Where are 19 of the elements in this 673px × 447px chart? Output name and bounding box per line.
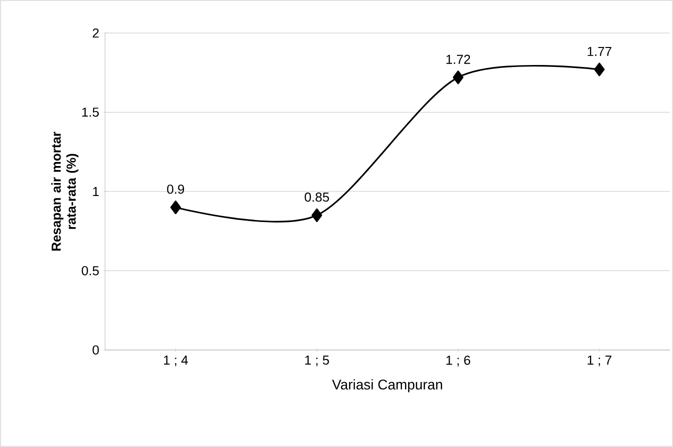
x-tick-label: 1 ; 5 bbox=[305, 356, 329, 366]
x-tick-label: 1 ; 7 bbox=[588, 356, 612, 366]
y-axis-title: Resapan air mortar rata-rata (%) bbox=[51, 132, 78, 251]
data-label: 1.72 bbox=[446, 54, 470, 64]
y-tick-label: 1.5 bbox=[82, 108, 99, 117]
data-label: 0.9 bbox=[167, 184, 184, 194]
point bbox=[170, 200, 181, 214]
data-label: 1.77 bbox=[588, 46, 612, 56]
x-tick-label: 1 ; 4 bbox=[164, 356, 188, 366]
y-tick-label: 2 bbox=[92, 28, 99, 38]
point bbox=[594, 62, 605, 76]
x-tick-label: 1 ; 6 bbox=[446, 356, 470, 366]
y-tick-label: 0.5 bbox=[82, 266, 99, 276]
x-axis-title: Variasi Campuran bbox=[332, 379, 442, 392]
y-tick-label: 1 bbox=[93, 187, 99, 196]
y-tick-label: 0 bbox=[92, 345, 99, 355]
data-label: 0.85 bbox=[304, 192, 329, 202]
point bbox=[452, 70, 464, 84]
point bbox=[312, 208, 322, 222]
